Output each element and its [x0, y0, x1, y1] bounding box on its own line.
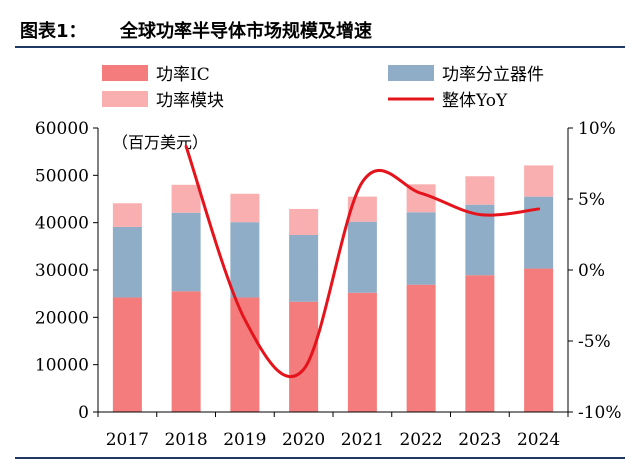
- figure-title: 全球功率半导体市场规模及增速: [119, 20, 372, 42]
- y2-tick-label: 10%: [578, 119, 616, 139]
- x-tick-label: 2018: [164, 430, 207, 450]
- x-tick-label: 2019: [223, 430, 266, 450]
- yoy-line-group: [184, 144, 541, 378]
- y-tick-label: 10000: [35, 356, 89, 376]
- x-tick-label: 2023: [458, 430, 501, 450]
- bar-module-2024: [524, 165, 554, 197]
- bar-module-2018: [171, 184, 201, 213]
- x-tick-label: 2017: [106, 430, 149, 450]
- y-tick-label: 20000: [35, 308, 89, 328]
- bar-ic-2023: [465, 275, 495, 412]
- bars-group: [112, 165, 554, 412]
- bar-discrete-2021: [347, 221, 377, 293]
- y-tick-label: 40000: [35, 214, 89, 234]
- x-tick-label: 2022: [399, 430, 442, 450]
- bar-discrete-2019: [230, 222, 260, 298]
- x-tick-label: 2024: [517, 430, 560, 450]
- bar-discrete-2017: [112, 226, 142, 298]
- bar-discrete-2022: [406, 212, 436, 285]
- legend-label-module: 功率模块: [156, 91, 224, 111]
- bar-discrete-2024: [524, 196, 554, 269]
- y2-tick-label: -5%: [578, 332, 611, 352]
- y-tick-label: 30000: [35, 261, 89, 281]
- bar-ic-2021: [347, 292, 377, 412]
- bar-discrete-2020: [289, 234, 319, 302]
- bar-ic-2019: [230, 297, 260, 412]
- figure-label: 图表1：: [20, 20, 87, 42]
- bar-module-2023: [465, 176, 495, 205]
- legend-swatch-module: [102, 91, 148, 107]
- legend: 功率IC 功率分立器件 功率模块 整体YoY: [102, 65, 544, 111]
- bar-ic-2017: [112, 297, 142, 412]
- y-tick-label: 50000: [35, 166, 89, 186]
- bar-discrete-2018: [171, 212, 201, 292]
- legend-label-discrete: 功率分立器件: [442, 65, 544, 85]
- y-tick-label: 0: [78, 403, 89, 423]
- y2-tick-label: -10%: [578, 403, 622, 423]
- x-tick-label: 2020: [282, 430, 325, 450]
- bar-module-2017: [112, 203, 142, 227]
- legend-swatch-ic: [102, 65, 148, 81]
- legend-swatch-discrete: [388, 65, 434, 81]
- yoy-line: [184, 144, 541, 378]
- bar-ic-2022: [406, 284, 436, 412]
- unit-note: （百万美元）: [112, 133, 208, 152]
- legend-label-ic: 功率IC: [156, 65, 210, 85]
- y-tick-label: 60000: [35, 119, 89, 139]
- axes-group: 0 10000 20000 30000 40000 50000 60000 -10% -5% 0%…: [35, 119, 622, 450]
- bar-ic-2018: [171, 291, 201, 412]
- bar-ic-2020: [289, 301, 319, 412]
- bar-module-2020: [289, 208, 319, 235]
- bar-module-2019: [230, 193, 260, 223]
- y2-tick-label: 0%: [578, 261, 605, 281]
- legend-label-yoy: 整体YoY: [442, 91, 508, 111]
- y2-tick-label: 5%: [578, 190, 605, 210]
- x-tick-label: 2021: [341, 430, 384, 450]
- bar-ic-2024: [524, 268, 554, 412]
